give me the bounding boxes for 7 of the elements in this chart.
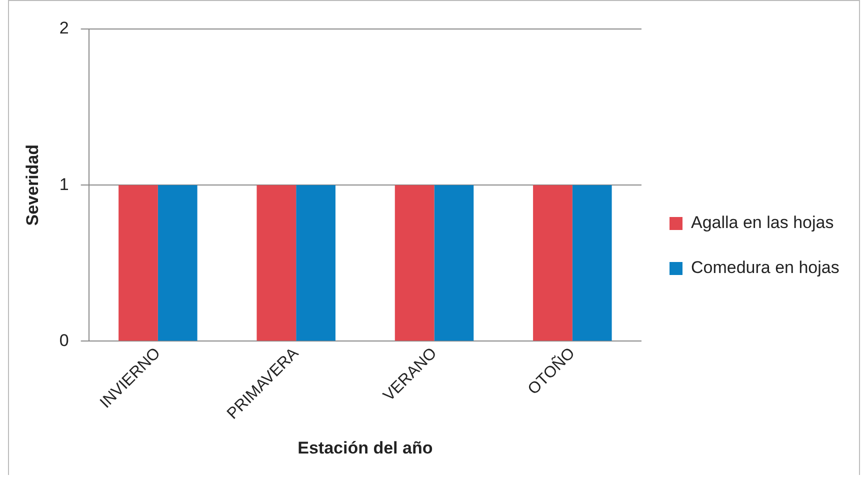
- y-axis-title: Severidad: [22, 144, 42, 226]
- legend-label: Comedura en hojas: [691, 258, 840, 278]
- y-tick-label: 0: [59, 330, 69, 350]
- y-tick-label: 2: [59, 18, 69, 38]
- x-axis-title: Estación del año: [298, 438, 433, 458]
- legend-label: Agalla en las hojas: [691, 213, 834, 232]
- y-tick-label: 1: [59, 174, 69, 194]
